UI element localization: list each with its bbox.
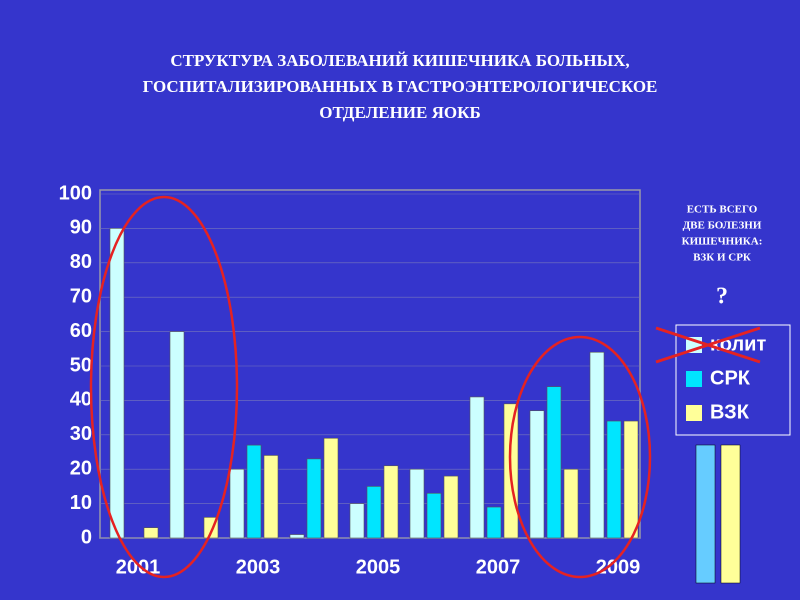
highlight-ellipse [508, 335, 652, 579]
x-tick-label: 2005 [356, 556, 401, 578]
title-line: ГОСПИТАЛИЗИРОВАННЫХ В ГАСТРОЭНТЕРОЛОГИЧЕ… [143, 77, 658, 96]
bar [349, 503, 365, 539]
bar [606, 420, 622, 539]
bar [409, 468, 425, 539]
legend-swatch [686, 405, 702, 421]
y-tick-label: 30 [70, 423, 92, 445]
y-tick-label: 50 [70, 354, 92, 376]
legend-swatch [686, 371, 702, 387]
bar [263, 455, 279, 539]
y-tick-label: 20 [70, 457, 92, 479]
bar [426, 492, 442, 539]
bar [289, 534, 305, 539]
bar [109, 228, 125, 539]
bar [469, 396, 485, 539]
y-tick-label: 100 [59, 182, 92, 204]
y-tick-label: 70 [70, 285, 92, 307]
note-line: КИШЕЧНИКА: [682, 236, 763, 248]
y-tick-label: 40 [70, 389, 92, 411]
bar [383, 465, 399, 539]
y-tick-label: 0 [81, 526, 92, 548]
bar [589, 351, 605, 539]
decor-bar [695, 444, 716, 584]
bar [623, 420, 639, 539]
decor-bar [720, 444, 741, 584]
bar [143, 527, 159, 539]
y-tick-label: 80 [70, 251, 92, 273]
note-line: ЕСТЬ ВСЕГО [687, 204, 758, 216]
title-line: СТРУКТУРА ЗАБОЛЕВАНИЙ КИШЕЧНИКА БОЛЬНЫХ, [170, 51, 629, 70]
legend-frame [675, 324, 791, 436]
legend-label: СРК [710, 367, 751, 389]
y-tick-label: 60 [70, 320, 92, 342]
bar [546, 386, 562, 539]
x-tick-label: 2003 [236, 556, 281, 578]
x-tick-label: 2009 [596, 556, 641, 578]
y-tick-label: 10 [70, 492, 92, 514]
bar [169, 331, 185, 539]
highlight-ellipse [89, 195, 239, 579]
bar [246, 444, 262, 539]
cross-line [655, 326, 761, 364]
bar [306, 458, 322, 539]
title-line: ОТДЕЛЕНИЕ ЯОКБ [319, 103, 480, 122]
note-line: ВЗК И СРК [693, 252, 751, 264]
legend-label: ВЗК [710, 401, 750, 423]
y-tick-label: 90 [70, 217, 92, 239]
x-tick-label: 2007 [476, 556, 521, 578]
bar [443, 475, 459, 539]
bar [563, 468, 579, 539]
bar [229, 468, 245, 539]
bar [366, 486, 382, 539]
question-mark: ? [716, 284, 728, 310]
bar [529, 410, 545, 539]
note-line: ДВЕ БОЛЕЗНИ [683, 220, 762, 232]
bar [323, 437, 339, 539]
bar [486, 506, 502, 539]
